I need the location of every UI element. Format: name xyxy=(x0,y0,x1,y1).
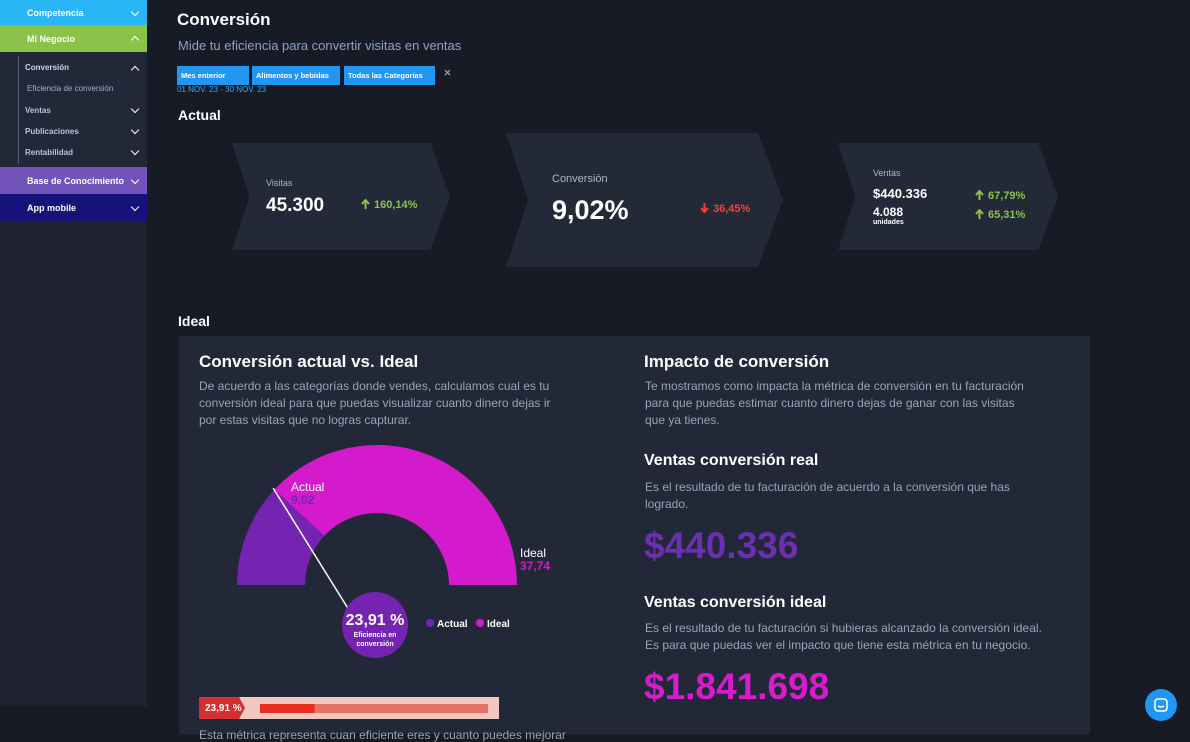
panel-description: De acuerdo a las categorías donde vendes… xyxy=(199,379,551,427)
section-title: Actual xyxy=(178,107,221,123)
kpi-card xyxy=(506,133,783,267)
date-range: 01 NOV. 23 - 30 NOV. 23 xyxy=(177,85,267,94)
kpi-value: $440.336 xyxy=(873,186,928,201)
panel xyxy=(179,336,1090,734)
nav-item[interactable]: App mobile xyxy=(0,194,147,221)
efficiency-circle xyxy=(342,592,408,658)
footer-text: Esta métrica representa cuan eficiente e… xyxy=(199,728,566,742)
kpi-value: 9,02% xyxy=(552,195,629,225)
metric-value: $440.336 xyxy=(644,525,799,566)
kpi-units-label: unidades xyxy=(873,219,904,226)
clear-filters[interactable] xyxy=(444,69,451,76)
kpi-change-value: 67,79% xyxy=(988,190,1026,202)
kpi-change: 36,45% xyxy=(700,203,750,215)
gauge-pointer xyxy=(272,487,350,611)
efficiency-bar-label: 23,91 % xyxy=(205,703,242,714)
filter[interactable]: Todas las Categorías xyxy=(344,66,435,85)
bar-fill xyxy=(260,704,315,713)
bar-track xyxy=(260,704,488,713)
section-title: Ideal xyxy=(178,313,210,329)
gauge-value-label: 37,74 xyxy=(520,559,550,573)
nav-label: Mi Negocio xyxy=(27,34,76,44)
kpi-change-value: 160,14% xyxy=(374,199,418,211)
gauge-label: Actual xyxy=(291,480,324,494)
panel-title: Conversión actual vs. Ideal xyxy=(199,352,419,371)
kpi-change-value: 65,31% xyxy=(988,209,1026,221)
submenu: Conversión Eficiencia de conversión Vent… xyxy=(0,52,147,167)
kpi-label: Conversión xyxy=(552,173,608,185)
metric-description: Es el resultado de tu facturación si hub… xyxy=(645,621,1042,652)
nav-label: Base de Conocimiento xyxy=(27,176,125,186)
chat-button[interactable] xyxy=(1145,689,1177,721)
efficiency-value: 23,91 % xyxy=(346,612,405,629)
gauge-chart: 23,91 %Eficiencia en conversiónActual9,02… xyxy=(237,445,550,658)
kpi-units: 4.088 xyxy=(873,205,904,219)
metric-value: $1.841.698 xyxy=(644,666,830,707)
sub-item[interactable]: Rentabilidad xyxy=(25,148,74,157)
metric-description: Es el resultado de tu facturación de acu… xyxy=(645,480,1010,511)
legend-swatch xyxy=(476,619,484,627)
nav-label: App mobile xyxy=(27,203,76,213)
kpi-card xyxy=(838,143,1058,250)
metric-title: Ventas conversión ideal xyxy=(644,594,827,611)
sub-item[interactable]: Eficiencia de conversión xyxy=(27,84,114,93)
kpi-change: 65,31% xyxy=(975,208,1026,221)
sub-item[interactable]: Publicaciones xyxy=(25,127,79,136)
bar-label-box xyxy=(199,697,245,719)
page-title: Conversión xyxy=(177,10,271,29)
nav-item[interactable]: Base de Conocimiento xyxy=(0,167,147,194)
panel-description: Te mostramos como impacta la métrica de … xyxy=(645,379,1024,427)
subtitle: Mide tu eficiencia para convertir visita… xyxy=(178,38,462,53)
nav-item[interactable]: Competencia xyxy=(0,0,147,25)
gauge-label: Ideal xyxy=(520,546,546,560)
metric-title: Ventas conversión real xyxy=(644,452,819,469)
sub-item[interactable]: Ventas xyxy=(25,106,51,115)
filter[interactable]: Mes enterior xyxy=(177,66,249,85)
kpi-change: 67,79% xyxy=(975,189,1026,202)
legend-label: Ideal xyxy=(487,619,510,630)
sidebar: Competencia Mi Negocio Conversión Eficie… xyxy=(0,0,147,706)
legend-swatch xyxy=(426,619,434,627)
filter[interactable]: Alimentos y bebidas xyxy=(252,66,340,85)
gauge-ideal xyxy=(274,445,517,585)
kpi-label: Visitas xyxy=(266,178,293,188)
kpi-value: 45.300 xyxy=(266,195,325,216)
kpi-card xyxy=(232,143,450,250)
kpi-change: 160,14% xyxy=(361,198,418,211)
nav-item[interactable]: Mi Negocio xyxy=(0,25,147,52)
gauge-value-label: 9,02 xyxy=(291,493,315,507)
efficiency-bar: 23,91 % xyxy=(199,697,499,719)
kpi-change-value: 36,45% xyxy=(713,203,751,215)
panel-title: Impacto de conversión xyxy=(644,352,830,371)
efficiency-caption: Eficiencia en conversión xyxy=(354,632,397,648)
nav-label: Competencia xyxy=(27,8,84,18)
gauge-actual xyxy=(237,489,325,585)
legend-label: Actual xyxy=(437,619,468,630)
kpi-label: Ventas xyxy=(873,168,901,178)
sub-item[interactable]: Conversión xyxy=(25,63,70,72)
